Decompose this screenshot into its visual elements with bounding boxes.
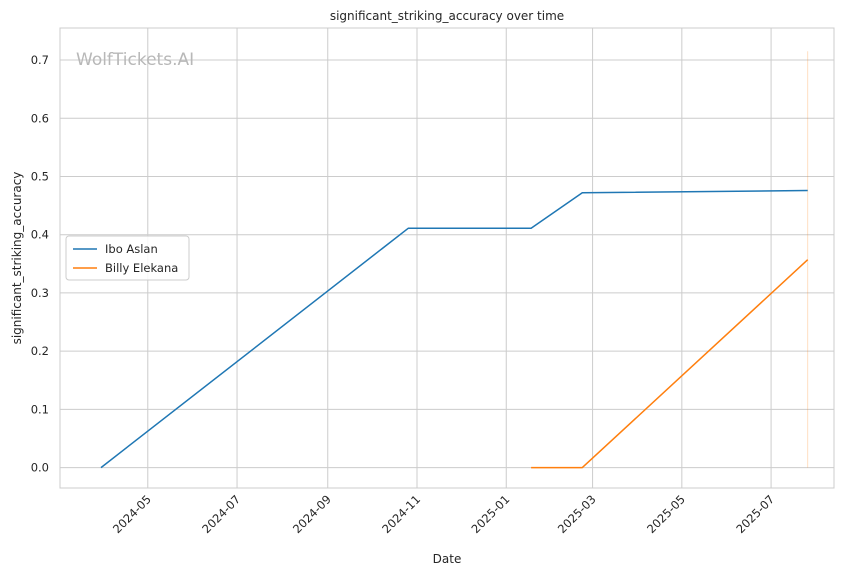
x-tick-label: 2025-01	[468, 492, 512, 536]
legend-label-ibo-aslan: Ibo Aslan	[105, 242, 158, 256]
y-tick-label: 0.2	[31, 344, 49, 358]
x-tick-label: 2025-07	[733, 492, 777, 536]
x-tick-label: 2024-07	[199, 492, 243, 536]
y-axis-ticks: 0.0 0.1 0.2 0.3 0.4 0.5 0.6 0.7	[31, 53, 49, 475]
x-axis-ticks: 2024-05 2024-07 2024-09 2024-11 2025-01 2025-…	[110, 492, 777, 536]
y-tick-label: 0.0	[31, 461, 49, 475]
x-tick-label: 2025-05	[644, 492, 688, 536]
series-line-billy-elekana	[531, 259, 809, 469]
x-tick-label: 2024-09	[290, 492, 334, 536]
legend-label-billy-elekana: Billy Elekana	[105, 261, 178, 275]
series-line-ibo-aslan	[100, 189, 808, 469]
y-tick-label: 0.3	[31, 286, 49, 300]
y-tick-label: 0.7	[31, 53, 49, 67]
series-group	[100, 189, 809, 469]
y-tick-label: 0.1	[31, 402, 49, 416]
y-tick-label: 0.5	[31, 169, 49, 183]
y-tick-label: 0.6	[31, 111, 49, 125]
legend-box	[65, 235, 190, 281]
x-tick-label: 2025-03	[555, 492, 599, 536]
watermark: WolfTickets.AI	[76, 50, 194, 70]
y-tick-label: 0.4	[31, 228, 49, 242]
legend: Ibo Aslan Billy Elekana	[65, 235, 190, 281]
y-axis-label: significant_striking_accuracy	[10, 172, 24, 345]
chart-title: significant_striking_accuracy over time	[330, 9, 564, 23]
grid	[60, 28, 834, 488]
x-tick-label: 2024-11	[379, 492, 423, 536]
x-axis-label: Date	[433, 552, 462, 566]
x-tick-label: 2024-05	[110, 492, 154, 536]
